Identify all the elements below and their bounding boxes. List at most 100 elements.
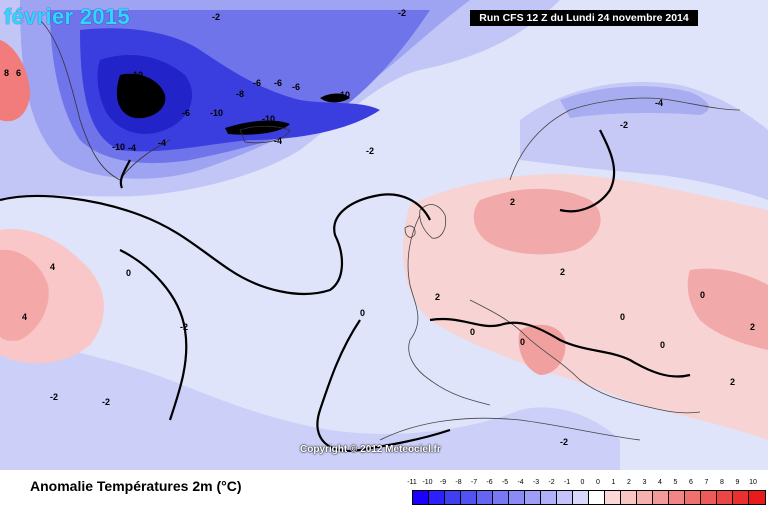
color-scale-tick-label: 4: [658, 479, 662, 486]
color-scale-bar: [733, 491, 749, 504]
zero-contour-mediterranean: [429, 317, 691, 378]
color-scale-tick-label: 6: [689, 479, 693, 486]
color-scale-tick-label: 0: [596, 479, 600, 486]
color-scale-bar: [541, 491, 557, 504]
color-scale-tick-label: -11: [407, 479, 417, 486]
color-scale-bar: [525, 491, 541, 504]
cold-anomaly-scandinavia-inner: [560, 86, 709, 118]
contour-label: 8: [4, 68, 9, 78]
color-scale-bar: [557, 491, 573, 504]
contour-label: -10: [130, 70, 143, 80]
contour-label: -2: [560, 437, 568, 447]
contour-label: -10: [210, 108, 223, 118]
map-title: février 2015: [4, 4, 130, 29]
contour-label: -2: [366, 146, 374, 156]
color-scale-bars: [412, 490, 766, 505]
contour-label: -4: [274, 136, 282, 146]
color-scale-bar: [589, 491, 605, 504]
contour-label: -6: [253, 78, 261, 88]
scandinavia-coast: [509, 97, 741, 181]
contour-label: -6: [274, 78, 282, 88]
color-scale-tick-label: -6: [486, 479, 493, 486]
color-scale-bar: [621, 491, 637, 504]
contour-label: -2: [180, 322, 188, 332]
warm-anomaly-greenland-west: [0, 40, 30, 122]
africa-coast: [379, 417, 641, 441]
color-scale-tick-label: 3: [642, 479, 647, 486]
cold-core-east: [225, 120, 290, 135]
contour-label: 0: [700, 290, 705, 300]
contour-label: 2: [730, 377, 735, 387]
zero-contour-atlantic: [0, 193, 431, 296]
contour-label: -6: [182, 108, 190, 118]
color-scale-tick-label: 8: [720, 479, 724, 486]
contour-label: 6: [16, 68, 21, 78]
contour-label: 2: [510, 197, 515, 207]
contour-label: 2: [560, 267, 565, 277]
temperature-anomaly-map: -10 -10 -10 -10 -10 -8 -6 -6 -6 -6 -4 -4 -4 -4 -2 -2 -2 -…: [0, 0, 768, 470]
cold-core-northeast: [320, 93, 350, 103]
contour-label: 2: [435, 292, 440, 302]
contour-label: -10: [262, 114, 275, 124]
color-scale-tick-label: 10: [749, 479, 757, 486]
warm-anomaly-east: [687, 268, 768, 350]
color-scale-bar: [509, 491, 525, 504]
map-canvas: -10 -10 -10 -10 -10 -8 -6 -6 -6 -6 -4 -4 -4 -4 -2 -2 -2 -…: [0, 0, 768, 470]
color-scale-tick-label: -8: [455, 479, 462, 486]
color-scale-bar: [573, 491, 589, 504]
color-scale-bar: [413, 491, 429, 504]
contour-label: -2: [398, 8, 406, 18]
warm-anomaly-central-europe: [473, 188, 601, 255]
zero-contour-south: [316, 319, 451, 453]
contour-labels: -10 -10 -10 -10 -10 -8 -6 -6 -6 -6 -4 -4 -4 -4 -2 -2 -2 -…: [4, 8, 755, 447]
color-scale-tick-label: -5: [501, 479, 509, 486]
contour-label: -2: [102, 397, 110, 407]
cold-anomaly-south-atlantic: [0, 330, 620, 470]
contour-label: 0: [126, 268, 131, 278]
warm-anomaly-atlantic-inner: [0, 249, 49, 341]
color-scale-bar: [493, 491, 509, 504]
color-scale-tick-label: 7: [704, 479, 709, 486]
color-scale-tick-label: -7: [470, 479, 478, 486]
color-scale-tick-label: -10: [422, 479, 433, 486]
contour-label: -2: [50, 392, 58, 402]
color-scale-bar: [605, 491, 621, 504]
contour-label: 4: [50, 262, 55, 272]
legend-title: Anomalie Températures 2m (°C): [30, 478, 242, 494]
color-scale-tick-label: -3: [532, 479, 540, 486]
contour-label: -10: [112, 142, 125, 152]
color-scale-tick-label: -2: [548, 479, 555, 486]
contour-label: -4: [128, 143, 136, 153]
contour-label: -4: [655, 98, 663, 108]
contour-label: -8: [236, 89, 244, 99]
zero-contour-west: [119, 249, 188, 421]
color-scale-tick-label: -1: [563, 479, 571, 486]
contour-label: 0: [660, 340, 665, 350]
color-scale-bar: [477, 491, 493, 504]
color-scale-bar: [637, 491, 653, 504]
contour-label: -10: [337, 90, 350, 100]
contour-label: 0: [520, 337, 525, 347]
zero-contour-greenland: [119, 159, 131, 189]
contour-label: 0: [360, 308, 365, 318]
color-scale-bar: [445, 491, 461, 504]
color-scale-bar: [461, 491, 477, 504]
color-scale-bar: [653, 491, 669, 504]
color-scale-tick-label: 9: [735, 479, 740, 486]
contour-label: 2: [750, 322, 755, 332]
color-scale-bar: [749, 491, 765, 504]
contour-label: -2: [620, 120, 628, 130]
color-scale-tick-label: -9: [439, 479, 447, 486]
copyright-notice: Copyright © 2012 Meteociel.fr: [300, 444, 441, 455]
iceland-coast: [239, 125, 291, 144]
contour-label: -6: [292, 82, 300, 92]
color-scale-tick-label: 2: [627, 479, 631, 486]
color-scale-tick-label: -4: [517, 479, 524, 486]
uk-coast: [404, 204, 447, 239]
color-scale-bar: [429, 491, 445, 504]
cold-core-west: [116, 73, 166, 119]
contour-label: 4: [22, 312, 27, 322]
color-scale-tick-label: 5: [673, 479, 678, 486]
contour-label: 0: [470, 327, 475, 337]
